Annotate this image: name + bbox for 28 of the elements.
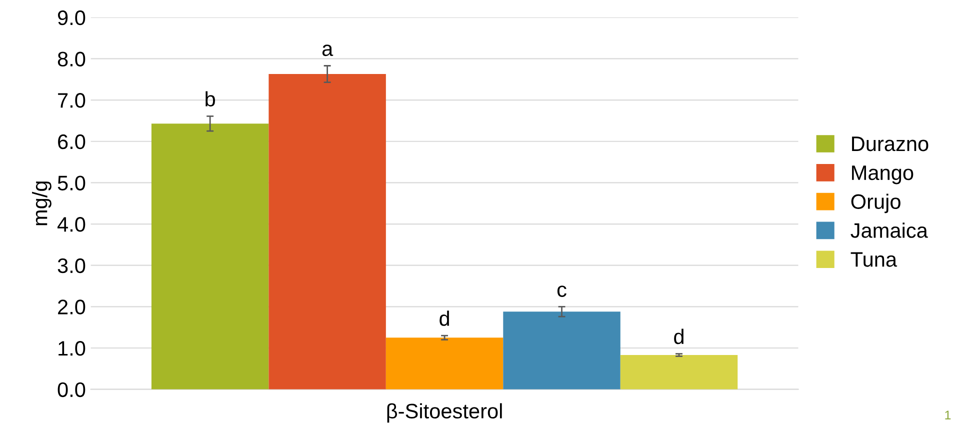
legend-label: Tuna (850, 252, 898, 267)
annotation: c (557, 286, 566, 297)
bar (620, 355, 738, 390)
bar (268, 74, 386, 390)
y-tick-label: 4.0 (57, 217, 86, 232)
y-tick-label: 2.0 (58, 300, 86, 314)
annotation: a (322, 44, 334, 56)
annotation: d (440, 310, 449, 326)
text: 1 (945, 410, 951, 420)
legend-label: Jamaica (850, 222, 928, 238)
y-axis-title: mg/g (32, 182, 52, 226)
legend-label: Orujo (851, 194, 900, 214)
y-tick-label: 3.0 (58, 258, 86, 274)
y-tick-label: 5.0 (58, 176, 86, 190)
legend-label: Mango (852, 166, 914, 184)
bar (151, 124, 269, 390)
y-tick-label: 6.0 (58, 134, 86, 150)
bar (503, 312, 620, 390)
x-tick-label: β-Sitoesterol (387, 403, 502, 423)
legend-label: Durazno (852, 136, 928, 152)
y-tick-label: 8.0 (58, 52, 86, 66)
annotation: d (674, 328, 684, 344)
y-tick-label: 1.0 (58, 341, 86, 356)
y-tick-label: 0.0 (58, 382, 86, 398)
y-tick-label: 7.0 (58, 93, 86, 108)
bar (386, 338, 504, 390)
annotation: b (206, 91, 215, 106)
y-tick-label: 9.0 (58, 10, 86, 26)
